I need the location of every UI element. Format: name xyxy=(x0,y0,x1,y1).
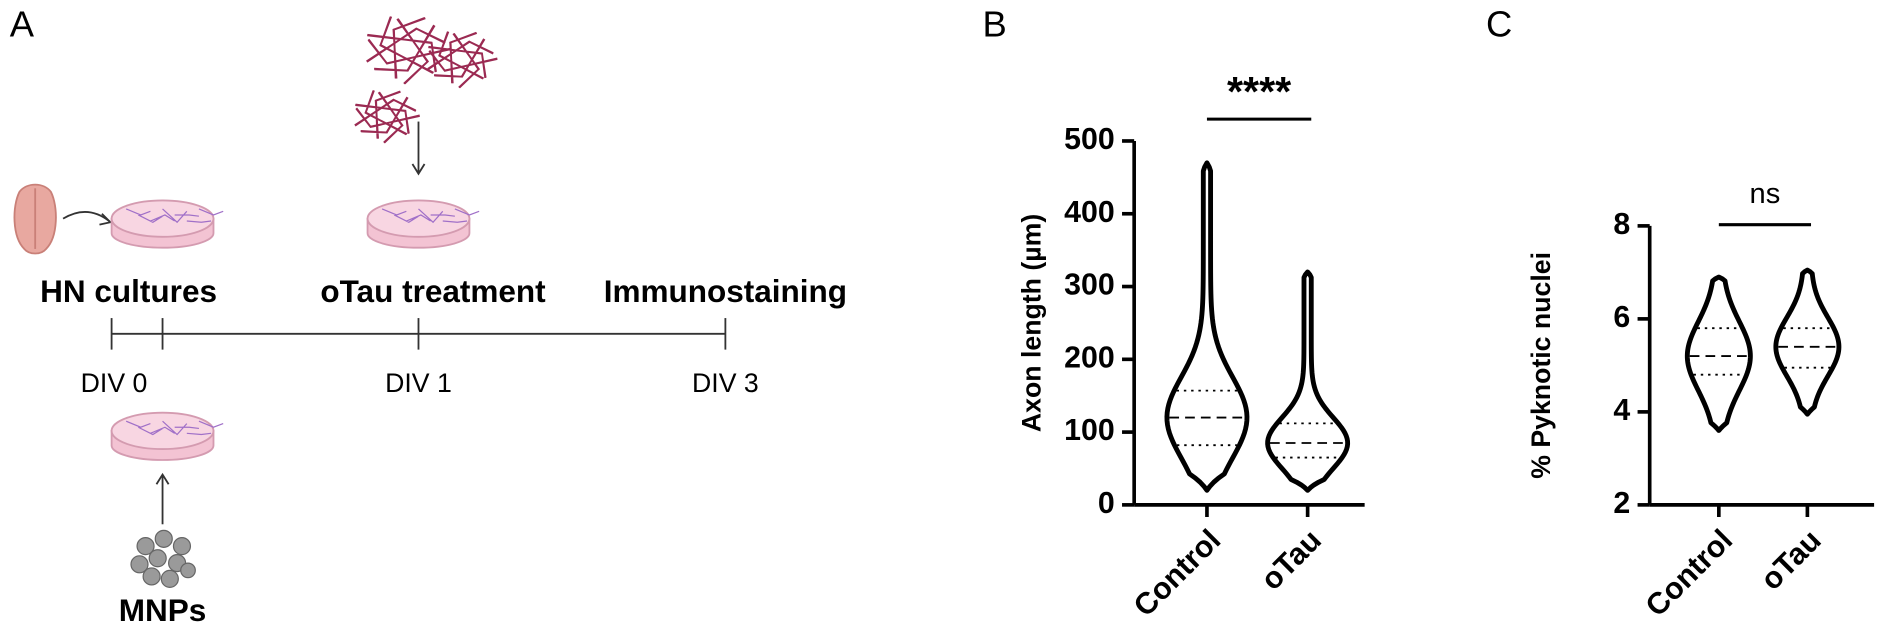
arrow-head xyxy=(155,472,170,485)
petri-dish xyxy=(110,199,224,249)
timeline xyxy=(110,318,727,350)
stage-label: Immunostaining xyxy=(604,273,847,309)
fibril xyxy=(427,31,498,89)
fibril xyxy=(354,90,420,144)
x-tick-label: Control xyxy=(1640,524,1740,624)
mnp-icon xyxy=(130,529,196,588)
y-tick-label: 300 xyxy=(1064,269,1115,302)
fibril xyxy=(366,16,451,85)
y-tick-label: 8 xyxy=(1613,208,1630,241)
petri-dish xyxy=(110,411,224,461)
arrow-head xyxy=(411,163,426,176)
neurons xyxy=(125,420,224,436)
dish-top xyxy=(366,199,471,238)
y-tick-label: 200 xyxy=(1064,341,1115,374)
dish-top xyxy=(110,199,215,238)
violin xyxy=(1773,267,1842,417)
brain-icon xyxy=(13,183,57,255)
x-tick-label: oTau xyxy=(1255,524,1328,597)
violin xyxy=(1164,160,1250,493)
significance-label: ns xyxy=(1750,178,1781,210)
stage-label: HN cultures xyxy=(40,273,217,309)
dish-top xyxy=(110,411,215,450)
panel-label: B xyxy=(983,4,1007,45)
x-tick-label: oTau xyxy=(1755,524,1828,597)
y-tick-label: 4 xyxy=(1613,394,1630,427)
y-tick-label: 100 xyxy=(1064,414,1115,447)
panel-label: A xyxy=(10,4,35,45)
otau-fibrils xyxy=(354,16,498,144)
y-axis-label: Axon length (µm) xyxy=(1017,214,1047,432)
timepoint-label: DIV 1 xyxy=(385,368,452,398)
violin xyxy=(1265,269,1351,493)
additive-label: MNPs xyxy=(119,592,207,628)
timepoint-label: DIV 3 xyxy=(692,368,759,398)
arrow-head xyxy=(99,213,113,226)
y-tick-label: 500 xyxy=(1064,123,1115,156)
stage-label: oTau treatment xyxy=(320,273,546,309)
significance-label: **** xyxy=(1227,69,1291,115)
y-tick-label: 6 xyxy=(1613,301,1630,334)
y-axis-label: % Pyknotic nuclei xyxy=(1526,252,1556,479)
y-tick-label: 400 xyxy=(1064,196,1115,229)
panel-label: C xyxy=(1486,4,1512,45)
neurons xyxy=(125,208,224,224)
violin xyxy=(1684,274,1753,433)
y-tick-label: 0 xyxy=(1098,487,1115,520)
petri-dish xyxy=(366,199,480,249)
neurons xyxy=(381,208,480,224)
timepoint-label: DIV 0 xyxy=(81,368,148,398)
y-tick-label: 2 xyxy=(1613,487,1630,520)
arrow xyxy=(62,211,110,222)
x-tick-label: Control xyxy=(1128,524,1228,624)
